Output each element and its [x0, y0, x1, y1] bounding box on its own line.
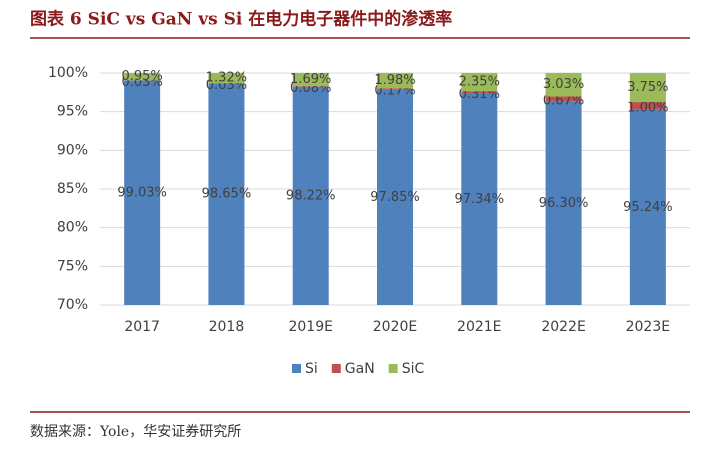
bar-segment	[377, 73, 413, 89]
y-tick-label: 95%	[57, 104, 88, 120]
bar-segment	[377, 89, 413, 305]
x-tick-label: 2017	[124, 319, 160, 335]
bar-segment	[545, 73, 582, 97]
bar-segment	[292, 73, 329, 87]
value-label: 1.00%	[627, 100, 668, 115]
y-tick-label: 75%	[57, 258, 88, 274]
bar-segment	[124, 73, 161, 81]
legend-swatch	[388, 364, 398, 373]
bar-segment	[545, 101, 582, 305]
bar-segment	[292, 86, 329, 305]
y-tick-label: 85%	[57, 181, 88, 197]
legend-label: GaN	[345, 361, 375, 377]
bar-segment	[292, 86, 329, 87]
bar-segment	[629, 102, 666, 110]
bar-segment	[461, 91, 498, 94]
bar-segment	[208, 83, 245, 305]
value-label: 1.32%	[206, 71, 247, 86]
value-label: 99.03%	[117, 185, 167, 200]
value-label: 0.95%	[121, 69, 162, 84]
bar-segment	[124, 80, 161, 305]
value-label: 98.65%	[202, 187, 252, 202]
x-tick-label: 2023E	[626, 319, 670, 335]
y-tick-label: 100%	[48, 65, 88, 81]
value-label: 95.24%	[623, 200, 673, 215]
legend-label: Si	[305, 361, 318, 377]
bar-segment	[461, 93, 498, 305]
legend-swatch	[292, 364, 301, 373]
value-label: 2.35%	[459, 75, 500, 90]
value-label: 96.30%	[539, 196, 589, 211]
value-label: 3.03%	[543, 77, 584, 92]
source: 数据来源：Yole，华安证券研究所	[30, 424, 241, 440]
bar-segment	[208, 73, 245, 84]
value-label: 1.69%	[290, 72, 331, 87]
x-tick-label: 2019E	[288, 319, 332, 335]
bar-segment	[629, 109, 666, 305]
y-tick-label: 90%	[57, 142, 88, 158]
legend-label: SiC	[402, 361, 425, 377]
chart-title: 图表 6 SiC vs GaN vs Si 在电力电子器件中的渗透率	[30, 9, 452, 30]
value-label: 0.67%	[543, 94, 584, 109]
x-tick-label: 2021E	[457, 319, 501, 335]
value-label: 98.22%	[286, 188, 336, 203]
bar-segment	[461, 73, 498, 92]
x-tick-label: 2022E	[541, 319, 585, 335]
legend-swatch	[331, 364, 341, 373]
bar-segment	[377, 88, 413, 90]
bar-segment	[545, 96, 582, 102]
y-tick-label: 80%	[57, 220, 88, 236]
value-label: 97.34%	[454, 192, 504, 207]
y-tick-label: 70%	[57, 297, 88, 313]
bar-segment	[629, 73, 666, 103]
x-tick-label: 2020E	[373, 319, 417, 335]
value-label: 1.98%	[374, 73, 415, 88]
value-label: 97.85%	[370, 190, 420, 205]
value-label: 3.75%	[627, 80, 668, 95]
x-tick-label: 2018	[209, 319, 245, 335]
